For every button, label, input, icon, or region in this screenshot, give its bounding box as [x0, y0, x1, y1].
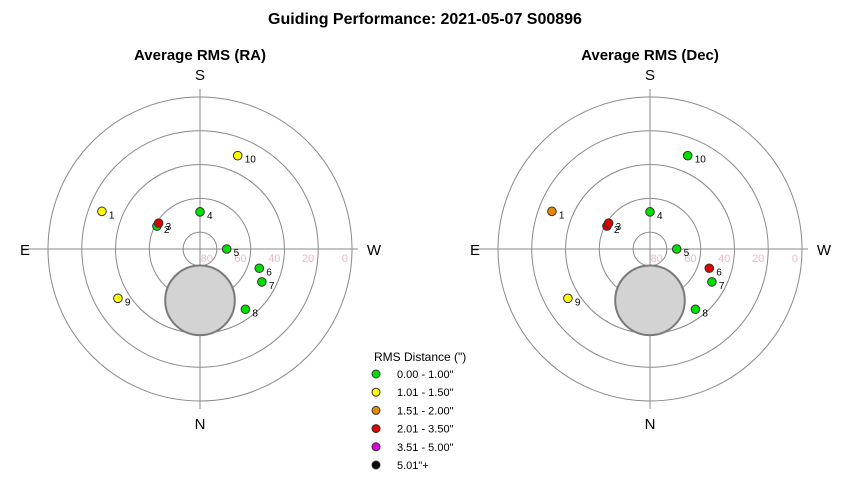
point-label: 4	[207, 211, 213, 222]
legend-marker	[371, 405, 381, 415]
altitude-tick-label: 0	[792, 253, 798, 265]
point-label: 5	[234, 248, 240, 259]
altitude-tick-label: 60	[234, 253, 246, 265]
compass-left: E	[470, 242, 480, 259]
point-label: 10	[695, 155, 707, 166]
altitude-tick-label: 20	[302, 253, 314, 265]
rms-point-dec-4	[645, 207, 655, 217]
rms-point-ra-8	[240, 304, 251, 315]
plot-title-ra: Average RMS (RA)	[134, 47, 266, 64]
rms-point-dec-1	[547, 206, 557, 217]
polar-plot-ra: Average RMS (RA) SNE W80 60 40 20 01234567891…	[20, 47, 382, 433]
rms-point-ra-6	[254, 263, 265, 274]
point-label: 2	[614, 225, 620, 236]
obscured-region	[164, 264, 236, 337]
altitude-tick-label: 80	[651, 253, 663, 265]
point-label: 8	[702, 308, 708, 319]
legend-title: RMS Distance (")	[374, 350, 466, 364]
polar-plot-dec: Average RMS (Dec) SNE W80 60 40 20 0123456789…	[470, 47, 832, 433]
legend-label: 0.00 - 1.00"	[397, 369, 454, 381]
point-label: 7	[269, 281, 275, 292]
point-label: 6	[266, 267, 272, 278]
altitude-tick-label: 40	[718, 253, 730, 265]
legend-marker	[371, 460, 381, 470]
altitude-tick-label: 80	[201, 253, 213, 265]
altitude-tick-label: 60	[684, 253, 696, 265]
point-label: 1	[559, 210, 565, 221]
point-label: 7	[719, 281, 725, 292]
legend-label: 1.51 - 2.00"	[397, 405, 454, 417]
rms-point-dec-10	[682, 150, 693, 161]
rms-legend: RMS Distance (") 0.00 - 1.00" 1.01 - 1.50…	[371, 350, 466, 472]
legend-label: 3.51 - 5.00"	[397, 442, 454, 454]
point-label: 4	[657, 211, 663, 222]
point-label: 9	[125, 297, 131, 308]
legend-marker	[371, 424, 381, 434]
point-label: 8	[252, 308, 258, 319]
point-label: 3	[166, 222, 172, 233]
legend-label: 5.01"+	[397, 460, 429, 472]
compass-bottom: N	[645, 416, 656, 433]
point-label: 9	[575, 297, 581, 308]
rms-point-ra-7	[257, 277, 267, 287]
plot-title-dec: Average RMS (Dec)	[581, 47, 719, 64]
rms-point-ra-1	[97, 206, 107, 217]
point-label: 2	[164, 225, 170, 236]
altitude-tick-label: 40	[268, 253, 280, 265]
chart-title: Guiding Performance: 2021-05-07 S00896	[268, 11, 582, 28]
legend-marker	[371, 387, 381, 397]
rms-point-ra-9	[113, 293, 123, 304]
rms-point-ra-3	[153, 218, 164, 228]
rms-point-ra-4	[195, 207, 205, 217]
rms-point-dec-6	[704, 263, 715, 274]
compass-bottom: N	[195, 416, 206, 433]
rms-point-dec-3	[603, 218, 614, 228]
point-label: 1	[109, 210, 115, 221]
rms-point-ra-10	[232, 150, 243, 161]
rms-point-dec-5	[671, 244, 682, 254]
compass-right: W	[817, 242, 832, 259]
rms-point-dec-8	[690, 304, 701, 315]
legend-marker	[371, 442, 381, 452]
compass-top: S	[645, 67, 655, 84]
altitude-tick-label: 0	[342, 253, 348, 265]
point-label: 3	[616, 222, 622, 233]
compass-left: E	[20, 242, 30, 259]
legend-label: 2.01 - 3.50"	[397, 424, 454, 436]
rms-point-dec-9	[563, 293, 573, 304]
compass-top: S	[195, 67, 205, 84]
rms-point-ra-5	[221, 244, 232, 254]
legend-marker	[371, 369, 381, 379]
compass-right: W	[367, 242, 382, 259]
rms-point-dec-7	[707, 277, 717, 287]
obscured-region	[614, 264, 686, 337]
point-label: 10	[245, 155, 257, 166]
point-label: 6	[716, 267, 722, 278]
legend-label: 1.01 - 1.50"	[397, 387, 454, 399]
point-label: 5	[684, 248, 690, 259]
altitude-tick-label: 20	[752, 253, 764, 265]
